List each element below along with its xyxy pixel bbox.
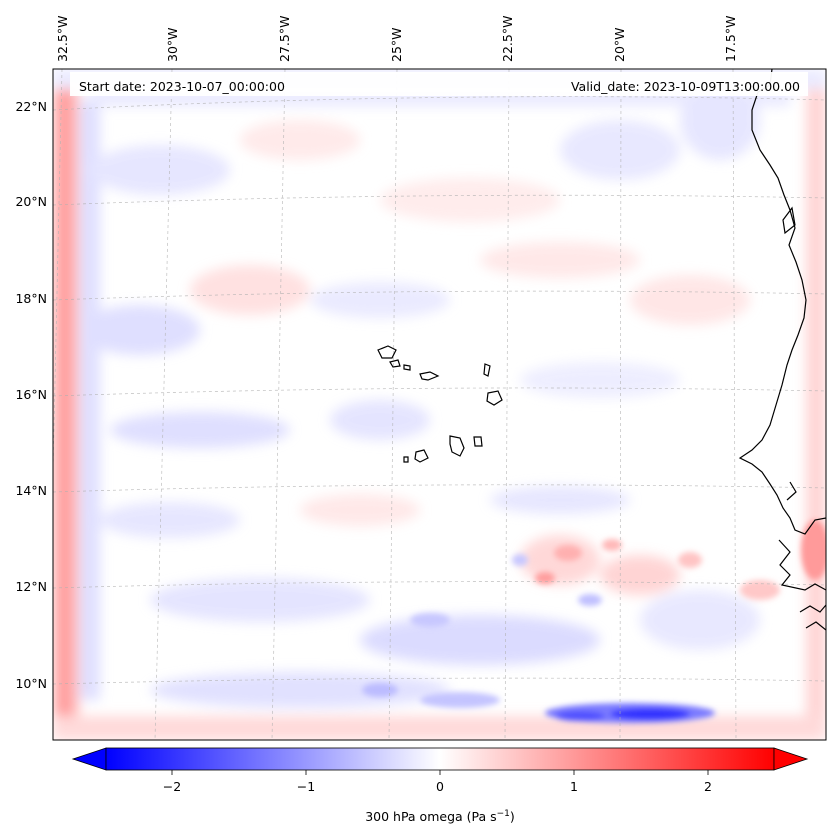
lat-label: 20°N [15,194,47,209]
colorbar-extend-max [773,747,809,771]
lon-label: 27.5°W [277,16,292,62]
omega-field [53,69,826,740]
colorbar: −2 −1 0 1 2 300 hPa omega (Pa s−1) [71,747,809,824]
colorbar-tick-label: −1 [297,779,315,794]
lat-label: 12°N [15,579,47,594]
lon-label: 17.5°W [723,16,738,62]
gridlines [53,69,826,740]
lat-label: 14°N [15,483,47,498]
colorbar-tick-label: 1 [570,779,578,794]
map-panel [52,68,827,741]
lon-label: 32.5°W [55,16,70,62]
colorbar-tick-label: −2 [163,779,181,794]
lon-label: 25°W [389,27,404,62]
map-frame [52,68,827,741]
lon-label: 30°W [165,27,180,62]
colorbar-label: 300 hPa omega (Pa s−1) [365,809,515,824]
cape-verde-islands [377,345,503,463]
colorbar-gradient [105,747,775,771]
lat-label: 16°N [15,387,47,402]
coastline [738,69,826,631]
colorbar-tick-label: 2 [704,779,712,794]
colorbar-tick-label: 0 [436,779,444,794]
lat-label: 18°N [15,291,47,306]
lon-label: 20°W [612,27,627,62]
lat-label: 10°N [15,676,47,691]
lon-label: 22.5°W [500,16,515,62]
colorbar-label-exponent: −1 [497,809,510,819]
header-box [70,72,808,96]
colorbar-label-end: ) [510,809,515,824]
colorbar-ticks [171,770,709,775]
latitude-labels: 22°N 20°N 18°N 16°N 14°N 12°N 10°N [15,99,47,691]
start-date-label: Start date: 2023-10-07_00:00:00 [79,79,285,94]
colorbar-extend-min [71,747,107,771]
colorbar-label-main: 300 hPa omega (Pa s [365,809,496,824]
lat-label: 22°N [15,99,47,114]
valid-date-label: Valid_date: 2023-10-09T13:00:00.00 [571,79,800,94]
longitude-labels: 32.5°W 30°W 27.5°W 25°W 22.5°W 20°W 17.5… [55,16,738,62]
